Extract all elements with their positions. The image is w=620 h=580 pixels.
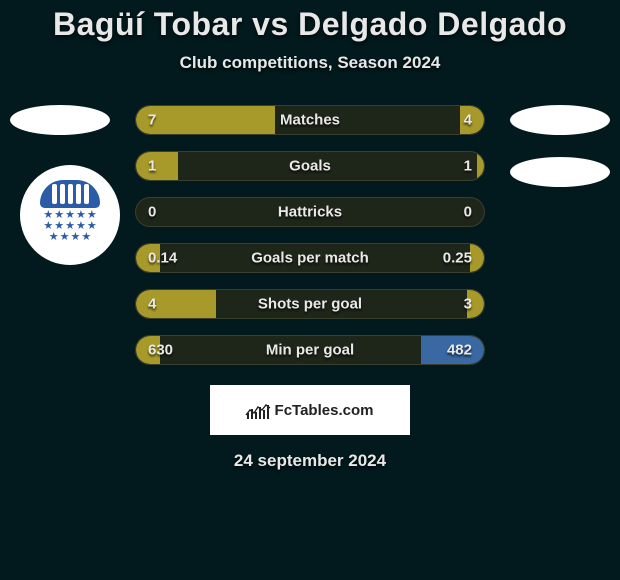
crest-star-icon: ★ — [81, 232, 91, 242]
crest-star-icon: ★ — [76, 210, 86, 220]
stat-value-left: 0 — [148, 204, 156, 221]
stat-bars: 7 Matches 4 1 Goals 1 0 Hattricks 0 0.14 Goals per… — [135, 105, 485, 365]
stat-label: Shots per goal — [258, 296, 362, 313]
stat-value-left: 0.14 — [148, 250, 177, 267]
stat-row: 0.14 Goals per match 0.25 — [135, 243, 485, 273]
crest-star-icon: ★ — [71, 232, 81, 242]
stat-fill-right — [470, 244, 484, 272]
subtitle: Club competitions, Season 2024 — [180, 53, 441, 73]
chart-bar-icon — [255, 412, 257, 419]
crest-stars: ★★★★★★★★★★★★★★ — [38, 210, 102, 242]
chart-bar-icon — [263, 410, 265, 419]
stat-value-left: 1 — [148, 158, 156, 175]
chart-bar-icon — [259, 407, 261, 419]
stat-fill-left — [136, 152, 178, 180]
chart-bar-icon — [251, 409, 253, 419]
crest-star-icon: ★ — [43, 210, 53, 220]
placeholder-ellipse-left — [10, 105, 110, 135]
crest-star-icon: ★ — [49, 232, 59, 242]
stat-value-right: 4 — [464, 112, 472, 129]
crest-inner: ★★★★★★★★★★★★★★ — [35, 180, 105, 250]
stat-value-right: 482 — [447, 342, 472, 359]
stat-value-left: 7 — [148, 112, 156, 129]
crest-star-icon: ★ — [54, 210, 64, 220]
stat-value-left: 630 — [148, 342, 173, 359]
page-title: Bagüí Tobar vs Delgado Delgado — [53, 6, 567, 43]
stat-value-right: 0 — [464, 204, 472, 221]
crest-star-icon: ★ — [43, 221, 53, 231]
stat-label: Goals — [289, 158, 331, 175]
stat-fill-right — [477, 152, 484, 180]
crest-star-icon: ★ — [87, 210, 97, 220]
crest-star-icon: ★ — [54, 221, 64, 231]
stat-value-right: 0.25 — [443, 250, 472, 267]
stat-row: 7 Matches 4 — [135, 105, 485, 135]
crest-star-icon: ★ — [76, 221, 86, 231]
placeholder-ellipse-right-2 — [510, 157, 610, 187]
stat-fill-left — [136, 106, 275, 134]
footer-attribution: FcTables.com — [210, 385, 410, 435]
date-label: 24 september 2024 — [234, 451, 386, 471]
content-wrapper: Bagüí Tobar vs Delgado Delgado Club comp… — [0, 0, 620, 580]
placeholder-ellipse-right-1 — [510, 105, 610, 135]
stat-row: 1 Goals 1 — [135, 151, 485, 181]
team-crest: ★★★★★★★★★★★★★★ — [20, 165, 120, 265]
fctables-chart-icon — [247, 401, 269, 419]
crest-stripes — [52, 184, 89, 204]
chart-bar-icon — [247, 413, 249, 419]
crest-star-icon: ★ — [87, 221, 97, 231]
stat-value-right: 3 — [464, 296, 472, 313]
stat-value-right: 1 — [464, 158, 472, 175]
stat-row: 4 Shots per goal 3 — [135, 289, 485, 319]
stat-label: Min per goal — [266, 342, 354, 359]
stat-label: Matches — [280, 112, 340, 129]
footer-text: FcTables.com — [275, 402, 374, 419]
stat-row: 630 Min per goal 482 — [135, 335, 485, 365]
crest-star-icon: ★ — [65, 221, 75, 231]
stat-value-left: 4 — [148, 296, 156, 313]
stat-row: 0 Hattricks 0 — [135, 197, 485, 227]
crest-star-icon: ★ — [60, 232, 70, 242]
crest-star-icon: ★ — [65, 210, 75, 220]
crest-shield — [40, 180, 100, 208]
chart-bar-icon — [267, 405, 269, 419]
stat-label: Hattricks — [278, 204, 342, 221]
stat-label: Goals per match — [251, 250, 369, 267]
stats-area: ★★★★★★★★★★★★★★ 7Matches41Goals10Hattrick… — [0, 105, 620, 365]
